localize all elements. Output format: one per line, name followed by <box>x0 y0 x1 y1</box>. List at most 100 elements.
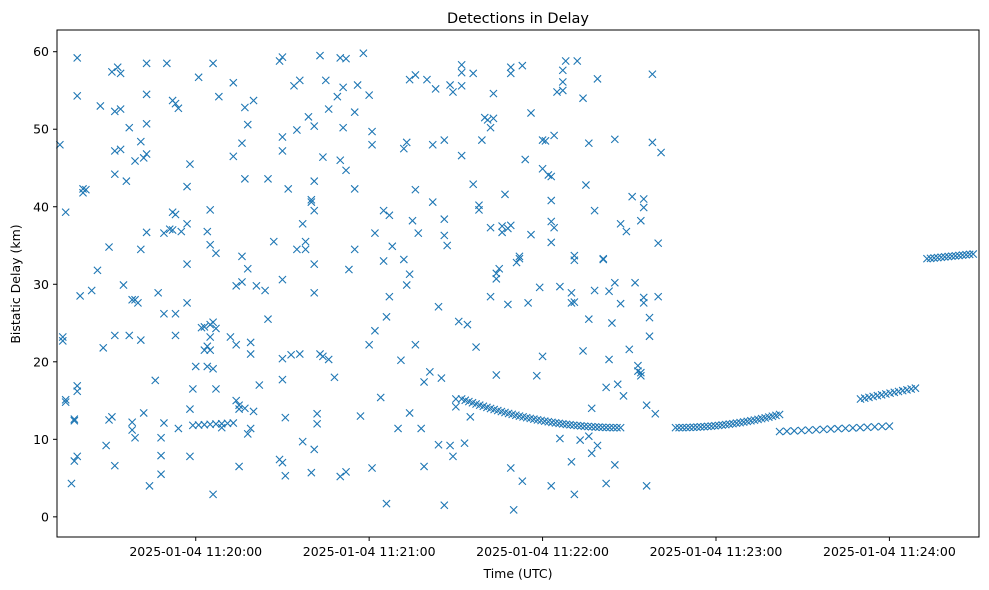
data-point <box>232 396 241 405</box>
data-point <box>498 228 507 237</box>
data-point <box>645 332 654 341</box>
data-point <box>819 425 828 434</box>
data-point <box>139 408 148 417</box>
data-point <box>463 320 472 329</box>
data-point <box>428 140 437 149</box>
data-point <box>678 423 687 432</box>
data-point <box>206 333 215 341</box>
x-axis-label: Time (UTC) <box>482 566 552 581</box>
data-point <box>469 69 478 78</box>
data-point <box>73 452 82 461</box>
data-point <box>477 136 486 145</box>
data-point <box>261 286 270 295</box>
data-point <box>246 338 255 347</box>
x-tick-label: 2025-01-04 11:20:00 <box>129 544 262 559</box>
data-point <box>324 105 333 114</box>
data-point <box>547 481 556 490</box>
data-point <box>547 217 556 226</box>
scatter-marks <box>55 49 978 514</box>
data-point <box>171 331 180 340</box>
data-point <box>599 254 608 263</box>
data-point <box>550 223 559 232</box>
data-point <box>287 350 296 359</box>
data-point <box>61 395 70 404</box>
y-tick-label: 50 <box>33 122 49 137</box>
data-point <box>206 205 215 214</box>
data-point <box>382 499 391 508</box>
data-point <box>333 92 342 101</box>
data-point <box>498 222 507 231</box>
data-point <box>550 131 559 140</box>
data-point <box>567 298 576 307</box>
data-point <box>264 174 272 183</box>
data-point <box>96 101 105 110</box>
data-point <box>368 140 377 149</box>
data-point <box>304 112 313 121</box>
data-point <box>584 422 593 431</box>
data-point <box>538 352 547 361</box>
data-point <box>492 370 501 379</box>
data-point <box>937 253 946 262</box>
data-point <box>558 66 567 75</box>
data-point <box>330 373 339 382</box>
data-point <box>591 422 600 431</box>
data-point <box>434 440 443 449</box>
data-point <box>136 245 145 254</box>
data-point <box>240 404 249 413</box>
data-point <box>518 477 527 486</box>
data-point <box>440 501 449 510</box>
data-point <box>826 425 835 434</box>
data-point <box>217 423 226 432</box>
data-point <box>573 421 582 430</box>
data-point <box>157 451 166 460</box>
data-point <box>648 70 657 79</box>
data-point <box>402 138 411 147</box>
data-point <box>790 426 799 435</box>
data-point <box>457 151 466 160</box>
data-point <box>243 120 252 129</box>
data-point <box>206 240 215 249</box>
data-point <box>569 421 578 430</box>
chart-title: Detections in Delay <box>447 11 589 27</box>
data-point <box>252 281 261 290</box>
data-point <box>76 291 85 300</box>
data-point <box>128 295 137 304</box>
data-point <box>368 464 377 472</box>
data-point <box>209 59 218 68</box>
x-tick-label: 2025-01-04 11:24:00 <box>823 544 956 559</box>
data-point <box>639 203 648 212</box>
data-point <box>625 345 634 354</box>
data-point <box>428 198 437 207</box>
data-point <box>159 419 168 428</box>
data-point <box>636 371 645 380</box>
data-point <box>613 423 621 432</box>
data-point <box>443 241 452 250</box>
data-point <box>535 283 544 292</box>
data-point <box>318 352 327 361</box>
data-point <box>594 423 603 432</box>
data-point <box>128 418 137 427</box>
data-point <box>396 356 405 365</box>
data-point <box>116 145 125 154</box>
data-point <box>584 432 593 441</box>
data-point <box>628 192 637 201</box>
data-point <box>962 250 971 259</box>
data-point <box>183 219 192 228</box>
data-point <box>292 245 301 254</box>
data-point <box>446 81 455 90</box>
data-point <box>79 184 88 193</box>
data-point <box>142 59 151 68</box>
data-point <box>159 229 168 238</box>
data-point <box>696 422 705 431</box>
data-point <box>947 252 956 261</box>
data-point <box>165 225 174 234</box>
data-point <box>385 211 394 220</box>
data-point <box>174 424 183 433</box>
data-point <box>295 76 304 85</box>
data-point <box>579 94 588 103</box>
data-point <box>119 281 128 290</box>
data-point <box>602 479 611 488</box>
data-point <box>940 252 949 261</box>
data-point <box>602 423 611 432</box>
data-point <box>440 136 449 145</box>
